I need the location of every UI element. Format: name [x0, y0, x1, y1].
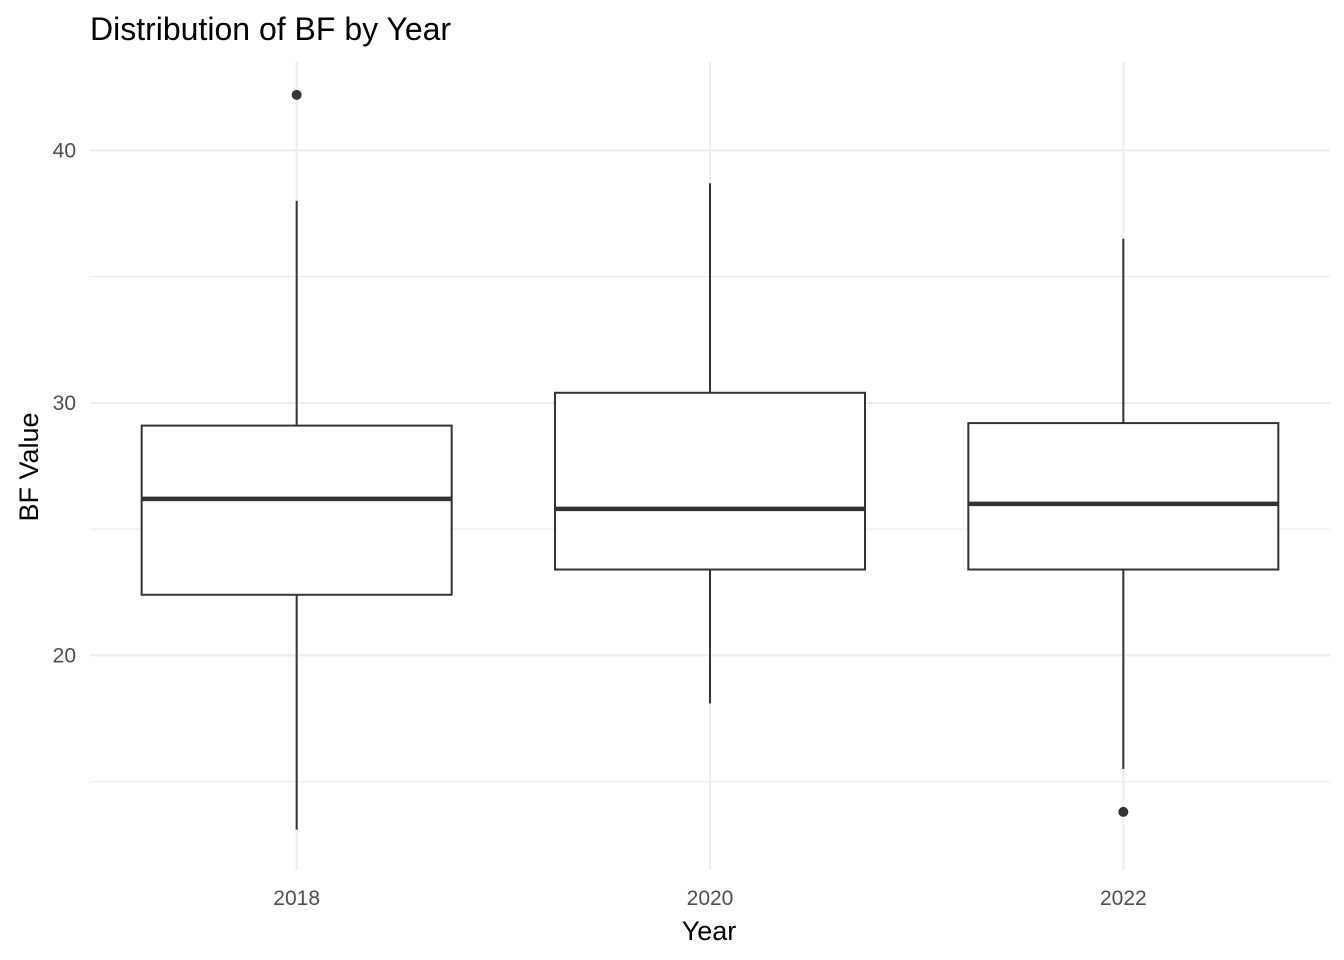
- x-tick-label: 2020: [687, 887, 734, 910]
- outlier-point: [1118, 806, 1129, 817]
- box-2022: [967, 238, 1280, 817]
- box-2018: [140, 89, 453, 830]
- iqr-box: [554, 391, 866, 571]
- iqr-box: [967, 422, 1280, 571]
- x-tick-label: 2022: [1100, 887, 1147, 910]
- x-axis-title: Year: [682, 916, 737, 946]
- y-tick-label: 40: [53, 139, 76, 162]
- outlier-point: [291, 89, 302, 100]
- x-tick-label: 2018: [273, 887, 320, 910]
- tick-layer: 20 30 40 2018 2020 2022: [53, 139, 1147, 910]
- box-layer: [140, 89, 1280, 830]
- chart-title: Distribution of BF by Year: [90, 11, 451, 47]
- y-tick-label: 30: [53, 392, 76, 415]
- iqr-box: [140, 424, 453, 596]
- y-tick-label: 20: [53, 644, 76, 667]
- y-axis-title: BF Value: [14, 412, 44, 521]
- box-2020: [554, 183, 866, 704]
